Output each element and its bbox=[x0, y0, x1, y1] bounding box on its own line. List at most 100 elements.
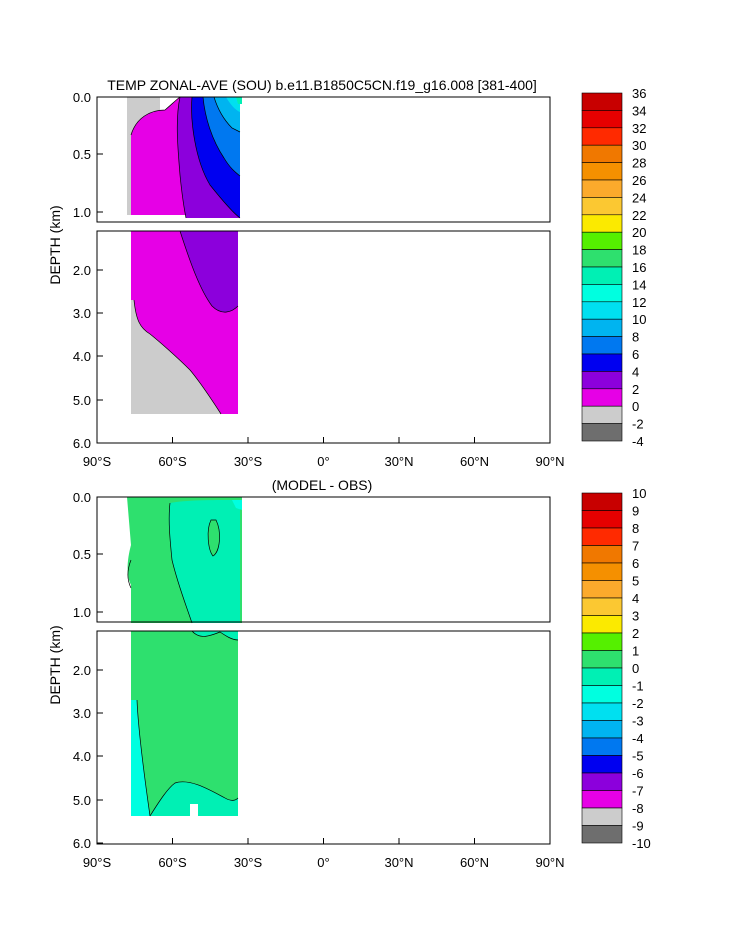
colorbar-swatch bbox=[581, 562, 623, 581]
colorbar-swatch bbox=[581, 110, 623, 129]
colorbar-label: 12 bbox=[632, 295, 646, 310]
bottom-region-cyan-left bbox=[131, 700, 150, 816]
colorbar-swatch bbox=[581, 388, 623, 407]
bottom-contour-4 bbox=[149, 781, 239, 817]
bottom-upper-box bbox=[96, 496, 551, 623]
colorbar-label: 7 bbox=[632, 539, 639, 554]
colorbar-label: 8 bbox=[632, 330, 639, 345]
colorbar-swatch bbox=[581, 318, 623, 337]
colorbar-swatch bbox=[581, 284, 623, 303]
top-contour-3 bbox=[191, 96, 241, 219]
xtick-label: 60°N bbox=[460, 454, 489, 469]
ytick-label: 5.0 bbox=[73, 393, 91, 408]
colorbar-label: 32 bbox=[632, 121, 646, 136]
top-upper-regions bbox=[127, 97, 242, 218]
ytick-label: 4.0 bbox=[73, 749, 91, 764]
ytick-label: 6.0 bbox=[73, 836, 91, 851]
colorbar-label: 22 bbox=[632, 208, 646, 223]
colorbar-label: 16 bbox=[632, 260, 646, 275]
colorbar-label: 5 bbox=[632, 574, 639, 589]
bottom-xticks: 90°S 60°S 30°S 0° 30°N 60°N 90°N bbox=[83, 838, 565, 870]
colorbar-swatch bbox=[581, 650, 623, 669]
top-lower-regions bbox=[131, 231, 238, 414]
top-contour-4 bbox=[202, 96, 241, 177]
colorbar-swatch bbox=[581, 405, 623, 424]
colorbar-swatch bbox=[581, 266, 623, 285]
ytick-label: 4.0 bbox=[73, 349, 91, 364]
colorbar-label: -10 bbox=[632, 836, 651, 851]
ytick-label: 0.0 bbox=[73, 90, 91, 105]
colorbar-label: -6 bbox=[632, 766, 644, 781]
colorbar-swatch bbox=[581, 214, 623, 233]
colorbar-swatch bbox=[581, 231, 623, 250]
bottom-contour-5 bbox=[127, 559, 132, 589]
colorbar-swatch bbox=[581, 667, 623, 686]
xtick-label: 90°N bbox=[535, 454, 564, 469]
colorbar-label: -5 bbox=[632, 749, 644, 764]
colorbar-label: 10 bbox=[632, 486, 646, 501]
bottom-contour-3 bbox=[191, 630, 239, 641]
colorbar-label: -8 bbox=[632, 801, 644, 816]
top-contour-7 bbox=[133, 299, 222, 415]
bottom-lower-regions bbox=[131, 631, 238, 816]
colorbar-label: 1 bbox=[632, 644, 639, 659]
colorbar-swatch bbox=[581, 615, 623, 634]
xtick-label: 60°S bbox=[158, 454, 187, 469]
ytick-label: 0.5 bbox=[73, 547, 91, 562]
colorbar-label: -7 bbox=[632, 784, 644, 799]
bottom-region-white-notch bbox=[190, 804, 198, 816]
ytick-label: 1.0 bbox=[73, 205, 91, 220]
colorbar-swatch bbox=[581, 772, 623, 791]
bottom-contour-6 bbox=[136, 699, 151, 817]
xtick-label: 30°S bbox=[234, 454, 263, 469]
xtick-label: 30°S bbox=[234, 855, 263, 870]
colorbar-label: -1 bbox=[632, 679, 644, 694]
colorbar-swatch bbox=[581, 127, 623, 146]
xtick-label: 60°S bbox=[158, 855, 187, 870]
colorbar-swatch bbox=[581, 807, 623, 826]
colorbar-label: 2 bbox=[632, 382, 639, 397]
colorbar-label: 18 bbox=[632, 243, 646, 258]
colorbar-swatch bbox=[581, 423, 623, 442]
colorbar-swatch bbox=[581, 353, 623, 372]
top-ylabel: DEPTH (km) bbox=[47, 205, 63, 284]
xtick-label: 30°N bbox=[384, 454, 413, 469]
colorbar-swatch bbox=[581, 720, 623, 739]
bottom-region-cyan-top bbox=[232, 500, 242, 510]
top-upper-box bbox=[96, 96, 551, 223]
colorbar-label: 20 bbox=[632, 225, 646, 240]
colorbar-swatch bbox=[581, 144, 623, 163]
colorbar-swatch bbox=[581, 179, 623, 198]
colorbar-swatch bbox=[581, 737, 623, 756]
colorbar-label: 24 bbox=[632, 190, 646, 205]
ytick-label: 3.0 bbox=[73, 706, 91, 721]
xtick-label: 90°S bbox=[83, 855, 112, 870]
colorbar-swatch bbox=[581, 755, 623, 774]
colorbar-label: 9 bbox=[632, 504, 639, 519]
colorbar-label: 0 bbox=[632, 661, 639, 676]
colorbar-swatch bbox=[581, 249, 623, 268]
colorbar-label: -2 bbox=[632, 696, 644, 711]
colorbar-label: -3 bbox=[632, 714, 644, 729]
top-contour-1 bbox=[130, 96, 181, 136]
colorbar-swatch bbox=[581, 632, 623, 651]
xtick-label: 30°N bbox=[384, 855, 413, 870]
bottom-title: (MODEL - OBS) bbox=[272, 477, 373, 493]
bottom-panel: (MODEL - OBS) DEPTH (km) 0.0 0.5 1.0 2.0 bbox=[47, 477, 565, 870]
top-region-cyan-upper bbox=[226, 97, 240, 112]
colorbar-label: 30 bbox=[632, 138, 646, 153]
colorbar-label: 26 bbox=[632, 173, 646, 188]
colorbar-label: 14 bbox=[632, 277, 646, 292]
colorbar-swatch bbox=[581, 597, 623, 616]
colorbar-label: 4 bbox=[632, 591, 639, 606]
colorbar-swatch bbox=[581, 301, 623, 320]
top-contour-5 bbox=[213, 96, 241, 133]
top-contour-6 bbox=[179, 230, 239, 313]
colorbar-label: -4 bbox=[632, 434, 644, 449]
colorbar-swatch bbox=[581, 545, 623, 564]
colorbar-swatch bbox=[581, 685, 623, 704]
top-region-purple-lower bbox=[180, 231, 238, 313]
bottom-region-green-lower bbox=[131, 631, 238, 816]
top-region-green-upper bbox=[236, 97, 242, 104]
